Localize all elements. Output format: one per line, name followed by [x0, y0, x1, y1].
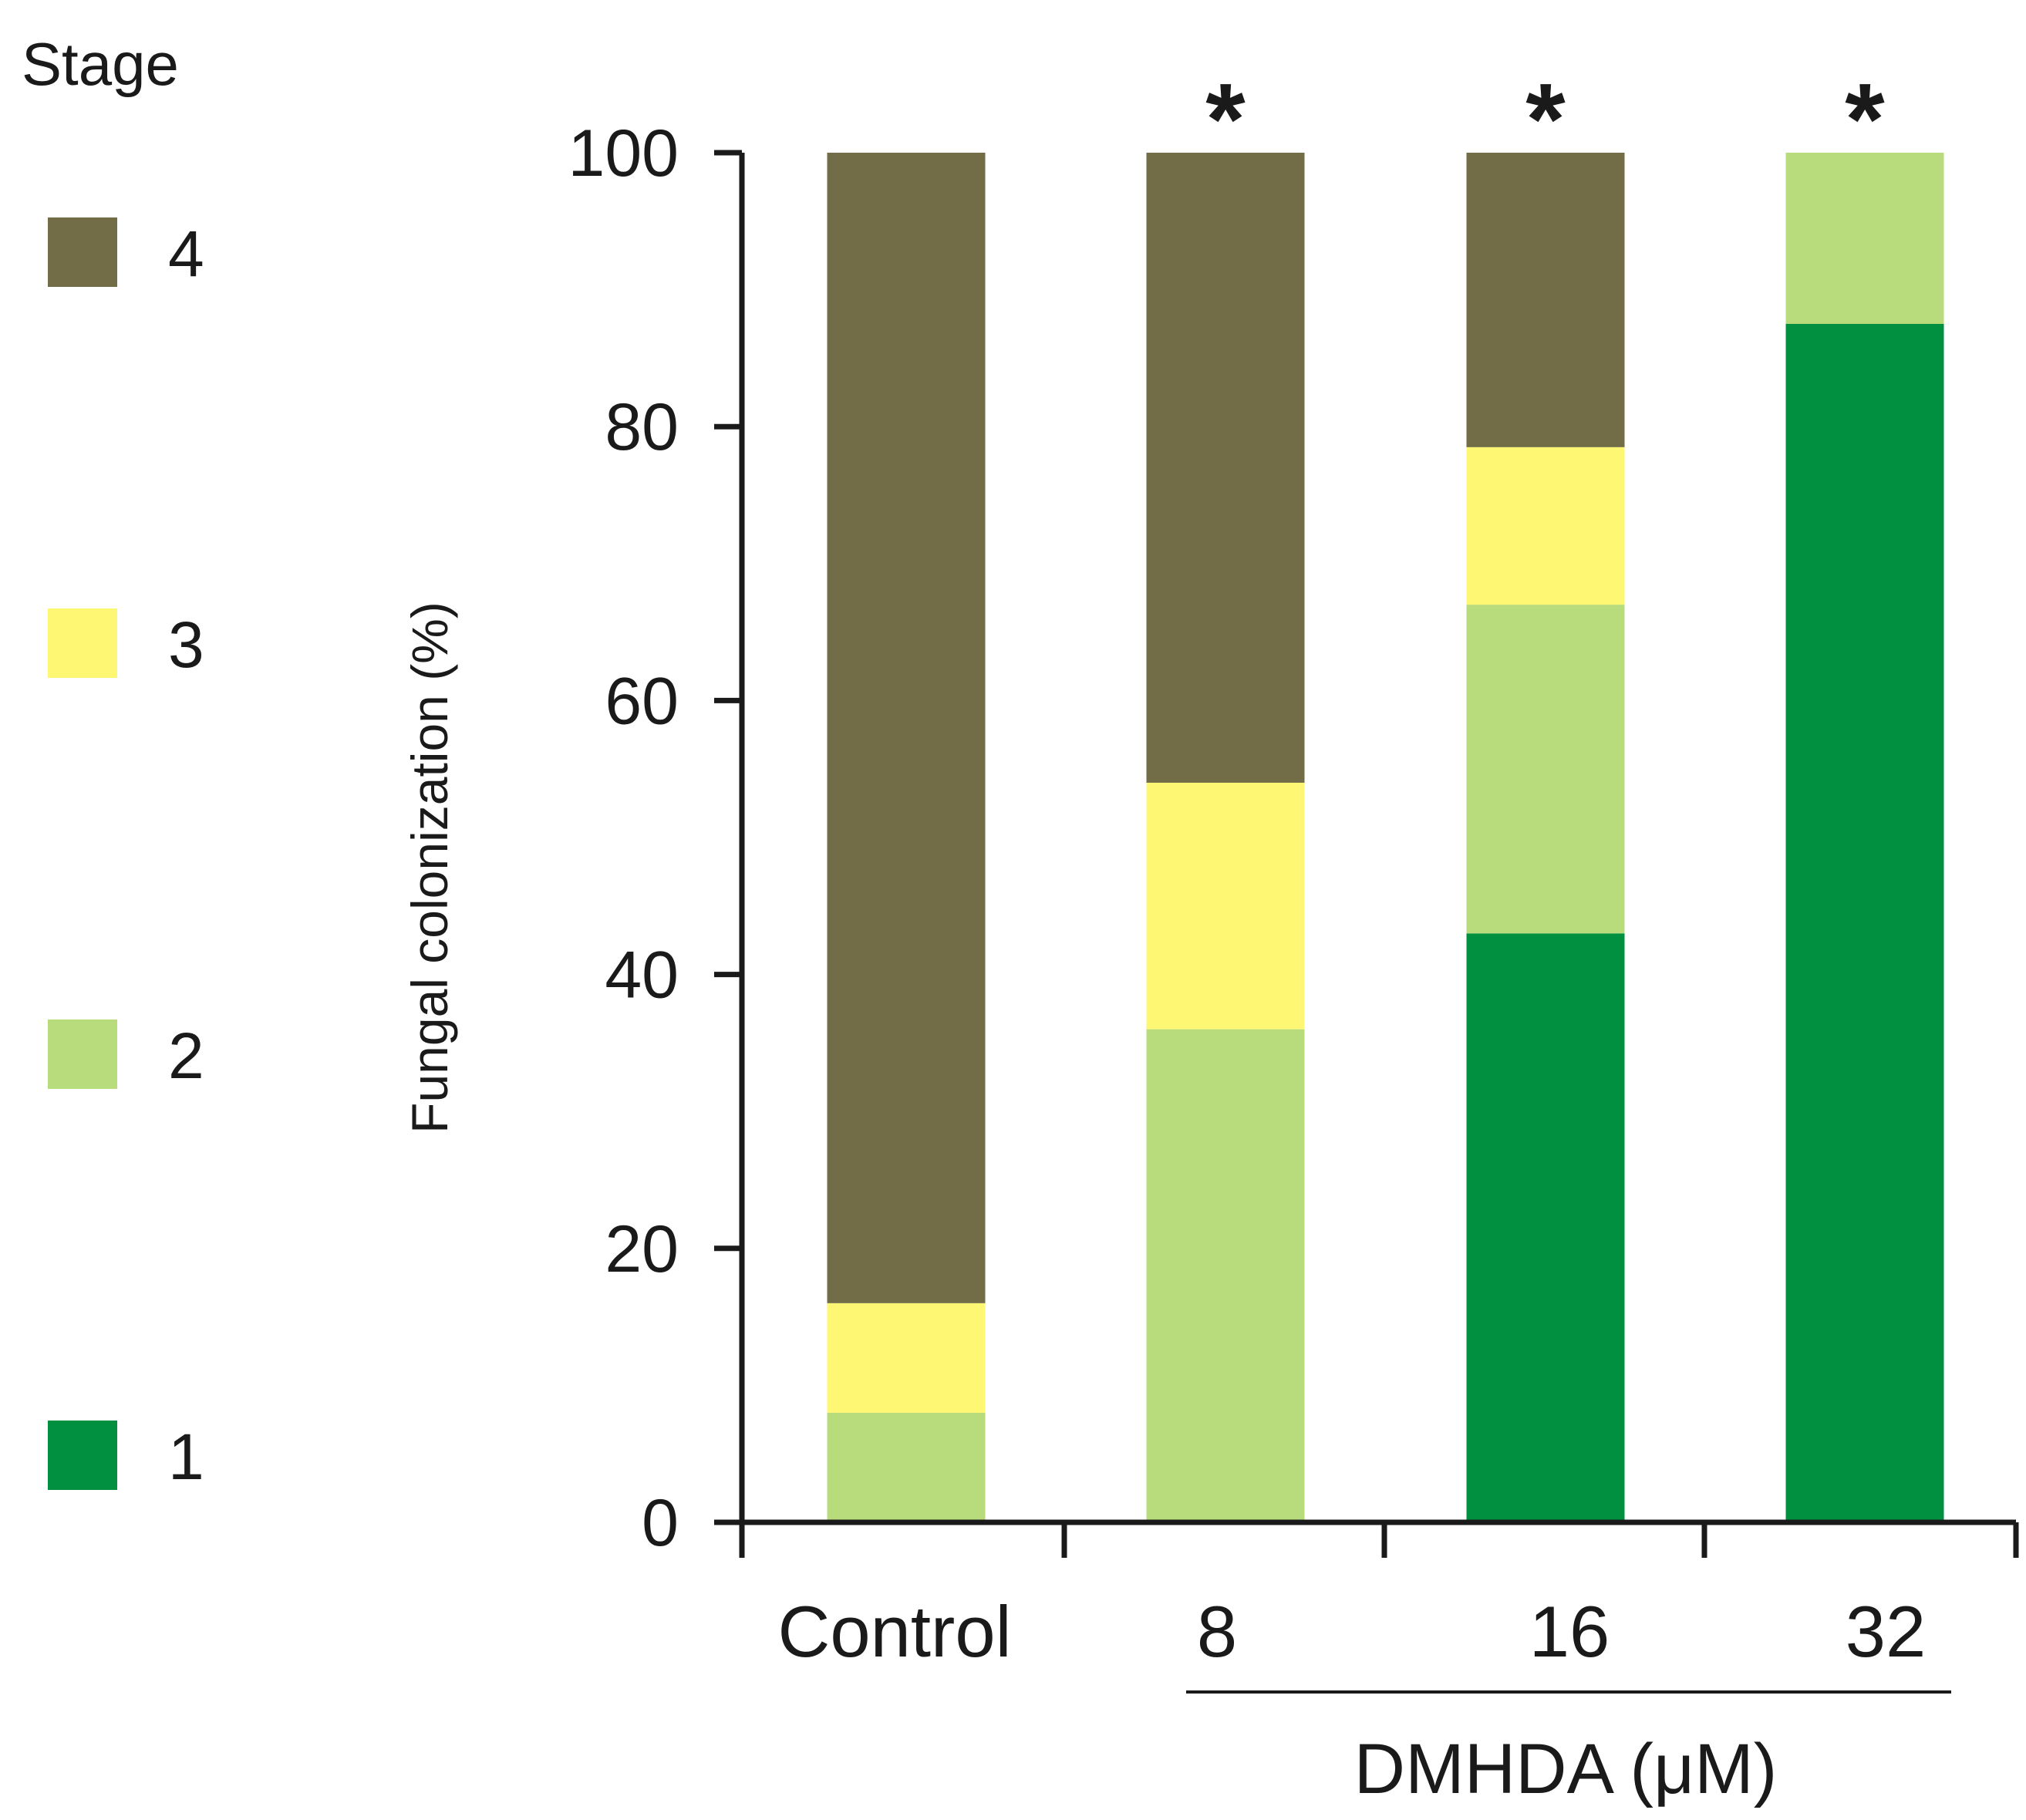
y-axis-title: Fungal colonization (%) [401, 602, 458, 1134]
y-ticks: 0 20 40 60 80 100 [568, 116, 742, 1560]
significance-marker: * [1525, 62, 1566, 176]
x-category-label: 8 [1197, 1591, 1237, 1672]
y-tick-label: 60 [605, 664, 679, 738]
bar-segment-2-stage-3 [1146, 782, 1305, 1030]
y-tick-label: 100 [568, 116, 679, 190]
bar-segment-3-stage-3 [1466, 447, 1625, 605]
bar-segment-4-stage-2 [1785, 153, 1944, 324]
y-tick-label: 80 [605, 390, 679, 464]
y-tick-label: 20 [605, 1212, 679, 1286]
bar-segment-2-stage-2 [1146, 1029, 1305, 1522]
bar-segment-1-stage-2 [827, 1412, 986, 1522]
bar-segment-3-stage-2 [1466, 605, 1625, 934]
legend-swatch-stage-1 [48, 1421, 117, 1490]
significance-marker: * [1845, 62, 1885, 176]
x-category-label: 16 [1529, 1591, 1610, 1672]
legend-swatch-stage-3 [48, 608, 117, 678]
bar-segment-3-stage-4 [1466, 153, 1625, 447]
x-category-label: Control [777, 1591, 1011, 1672]
x-group-label: DMHDA (μM) [1354, 1730, 1778, 1808]
bar-segment-2-stage-4 [1146, 153, 1305, 783]
y-tick-label: 0 [642, 1486, 679, 1560]
bar-segment-1-stage-4 [827, 153, 986, 1303]
bar-segment-1-stage-3 [827, 1303, 986, 1413]
legend-title: Stage [22, 30, 179, 98]
legend-swatch-stage-2 [48, 1020, 117, 1089]
legend-label-stage-3: 3 [168, 608, 204, 681]
legend: Stage 4 3 2 1 [22, 30, 204, 1493]
bar-segment-3-stage-1 [1466, 933, 1625, 1522]
y-tick-label: 40 [605, 939, 679, 1013]
axes [715, 153, 2016, 1525]
bars: * * * [827, 62, 1944, 1522]
legend-label-stage-4: 4 [168, 217, 204, 290]
significance-marker: * [1205, 62, 1246, 176]
x-category-label: 32 [1846, 1591, 1927, 1672]
bar-segment-4-stage-1 [1785, 324, 1944, 1522]
x-ticks: Control 8 16 32 [739, 1522, 2019, 1672]
legend-label-stage-2: 2 [168, 1020, 204, 1092]
legend-swatch-stage-4 [48, 217, 117, 287]
legend-label-stage-1: 1 [168, 1421, 204, 1493]
